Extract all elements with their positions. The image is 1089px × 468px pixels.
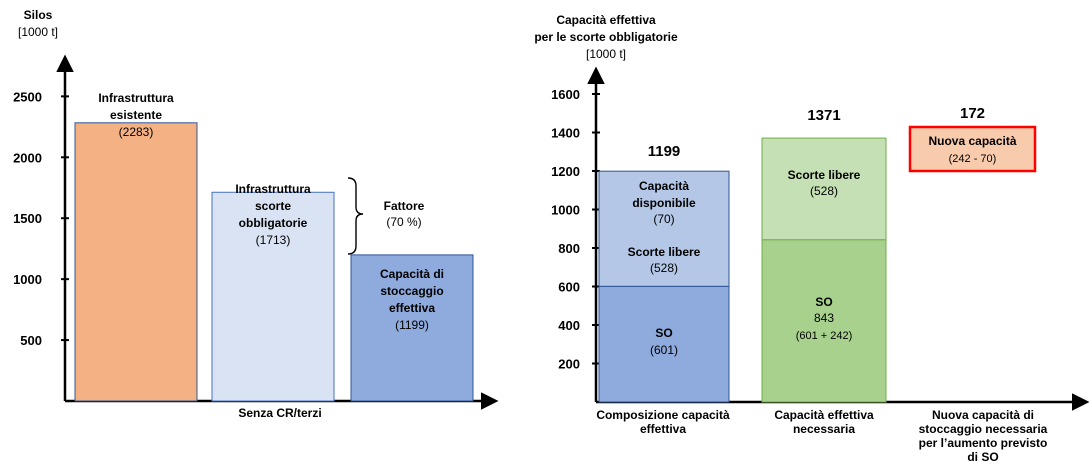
y-axis-unit-1: [1000 t] [18, 25, 58, 39]
bar-label-1-1: obbligatorie [239, 216, 308, 230]
bar-1-1 [211, 191, 335, 402]
y-tick-label-1: 2000 [13, 150, 42, 165]
x-category-label-2: necessaria [793, 422, 855, 436]
bar-label-1-0: Infrastruttura [98, 91, 174, 105]
bar-1-2 [350, 254, 474, 402]
bar-label-1-1: Infrastruttura [235, 182, 311, 196]
bar-label-1-1: scorte [255, 199, 291, 213]
seg-value-scorte-1: (528) [650, 261, 678, 275]
y-tick-label-1: 2500 [13, 89, 42, 104]
x-category-label-2: di SO [967, 450, 998, 464]
bar-2-2-new [908, 125, 1037, 173]
seg-value-so-1: (601) [650, 343, 678, 357]
y-tick-label-1: 1500 [13, 211, 42, 226]
y-axis-title-2: per le scorte obbligatorie [534, 30, 678, 44]
total-label-0: 1199 [648, 143, 681, 160]
y-tick-label-2: 600 [558, 280, 580, 295]
seg-label-so-1: SO [655, 326, 672, 340]
y-tick-label-1: 500 [20, 333, 42, 348]
x-category-label-2: stoccaggio necessaria [919, 422, 1048, 436]
x-category-label-2: effettiva [640, 422, 686, 436]
bar-label-1-2: effettiva [389, 301, 435, 315]
seg-label-new: Nuova capacità [928, 134, 1016, 148]
y-axis-unit-2: [1000 t] [586, 47, 626, 61]
total-label-1: 1371 [807, 107, 840, 124]
seg-label-scorte-1: Scorte libere [628, 245, 701, 259]
seg-label-disp: Capacità [639, 179, 689, 193]
seg-value-so-2: 843 [814, 311, 834, 325]
y-tick-label-2: 800 [558, 241, 580, 256]
bar-2-1-so [761, 239, 887, 403]
bar-1-0 [74, 122, 198, 402]
seg-value-scorte-2: (528) [810, 184, 838, 198]
bar-2-0-upper [598, 170, 730, 287]
seg-value-new: (242 - 70) [949, 153, 997, 165]
factor-value: (70 %) [386, 215, 421, 229]
x-category-label-2: Nuova capacità di [932, 408, 1034, 422]
y-axis-title-2: Capacità effettiva [556, 13, 656, 27]
y-tick-label-2: 400 [558, 318, 580, 333]
x-category-label-2: Capacità effettiva [774, 408, 874, 422]
factor-bracket [347, 177, 364, 255]
y-tick-label-1: 1000 [13, 272, 42, 287]
bar-2-0-so [598, 285, 730, 403]
y-tick-label-2: 1600 [551, 87, 580, 102]
x-category-label-2: per l’aumento previsto [919, 436, 1048, 450]
bar-value-1-1: (1713) [256, 233, 291, 247]
seg-label-scorte-2: Scorte libere [788, 168, 861, 182]
bar-label-1-2: stoccaggio [380, 284, 443, 298]
y-tick-label-2: 1200 [551, 164, 580, 179]
factor-label: Fattore [384, 199, 425, 213]
x-category-label-2: Composizione capacità [596, 408, 730, 422]
bar-label-1-0: esistente [110, 108, 162, 122]
bar-value-1-2: (1199) [395, 318, 429, 332]
seg-value2-so-2: (601 + 242) [796, 330, 853, 342]
bar-2-1-upper [761, 137, 887, 241]
seg-label-disp: disponibile [632, 196, 696, 210]
seg-value-disp: (70) [653, 212, 674, 226]
y-tick-label-2: 1400 [551, 126, 580, 141]
y-axis-title-1: Silos [24, 8, 53, 22]
bar-value-1-0: (2283) [119, 125, 154, 139]
y-tick-label-2: 200 [558, 357, 580, 372]
y-tick-label-2: 1000 [551, 203, 580, 218]
total-label-2: 172 [960, 105, 985, 122]
bar-label-1-2: Capacità di [380, 267, 444, 281]
x-axis-title-1: Senza CR/terzi [238, 406, 321, 420]
seg-label-so-2: SO [815, 295, 832, 309]
